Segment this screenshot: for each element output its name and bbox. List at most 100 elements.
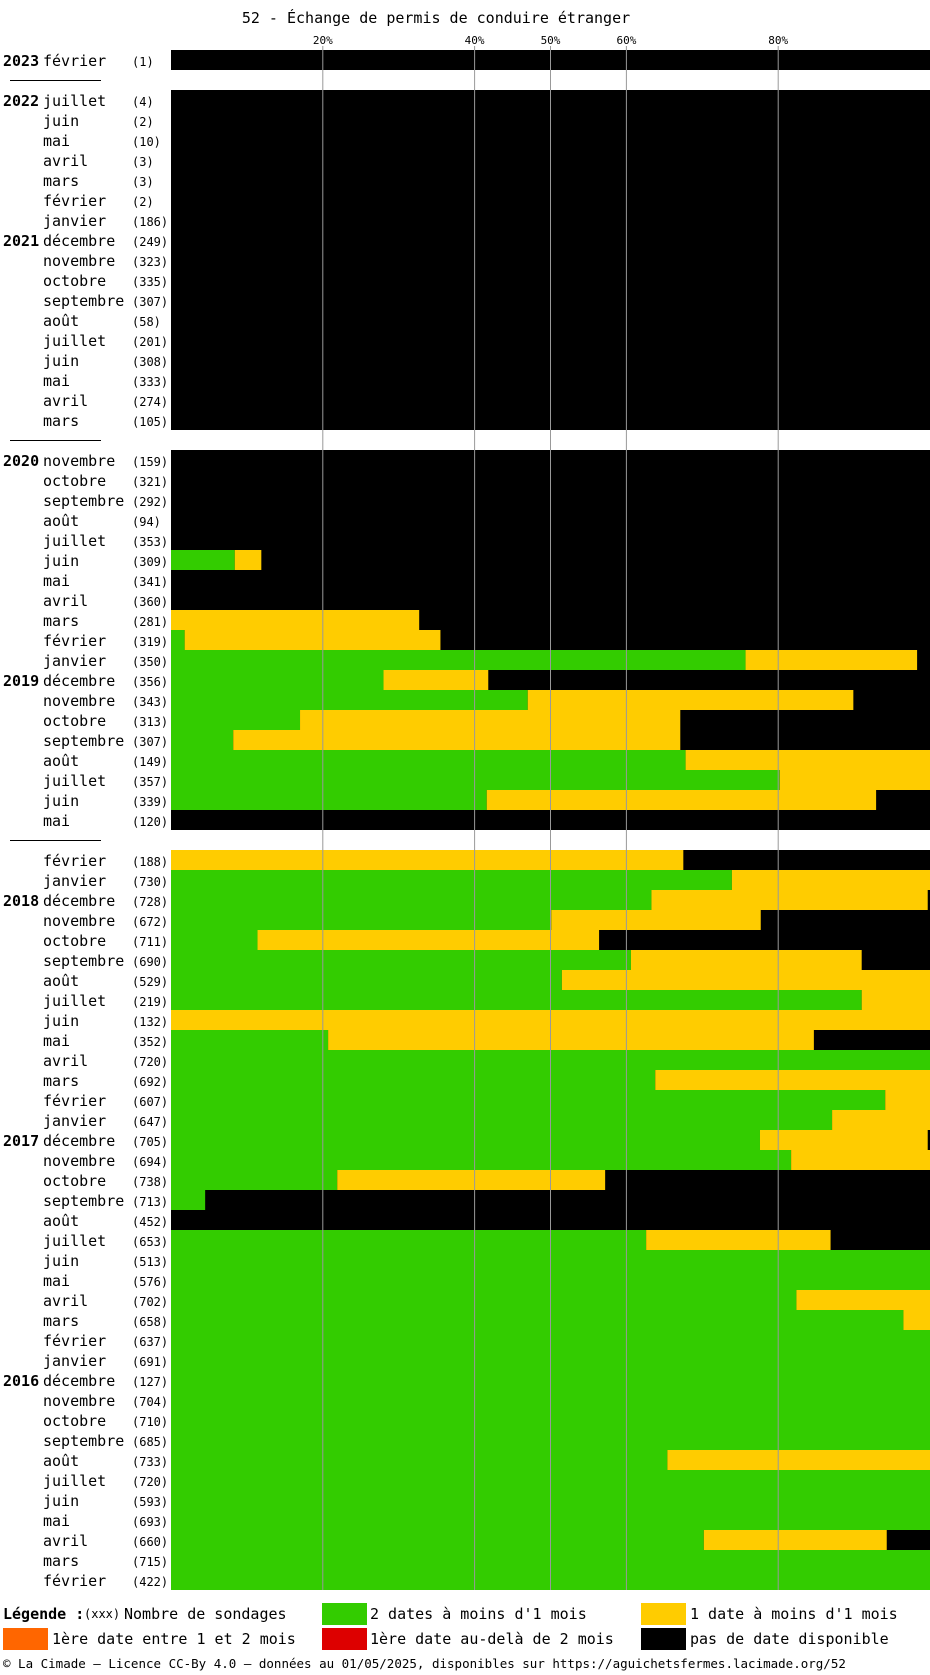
row-month-label: février [43, 1092, 106, 1110]
row-count-label: (313) [132, 715, 168, 729]
row-count-label: (308) [132, 355, 168, 369]
bar-yellow [903, 1310, 930, 1330]
row-month-label: mai [43, 1032, 70, 1050]
row-month-label: juillet [43, 772, 106, 790]
bar-yellow [861, 990, 930, 1010]
row-month-label: décembre [43, 672, 115, 690]
bar-green [171, 550, 235, 570]
row-month-label: octobre [43, 712, 106, 730]
row-month-label: avril [43, 1532, 88, 1550]
row-count-label: (341) [132, 575, 168, 589]
row-count-label: (149) [132, 755, 168, 769]
row-month-label: novembre [43, 452, 115, 470]
row-month-label: février [43, 192, 106, 210]
bar-yellow [328, 1030, 814, 1050]
bar-yellow [184, 630, 441, 650]
x-tick-label: 80% [768, 34, 788, 47]
row-count-label: (352) [132, 1035, 168, 1049]
row-count-label: (3) [132, 175, 154, 189]
row-year-label: 2016 [3, 1372, 39, 1390]
bar-green [171, 1230, 647, 1250]
bar-green [171, 930, 258, 950]
bar-yellow [300, 710, 681, 730]
row-count-label: (607) [132, 1095, 168, 1109]
row-year-label: 2018 [3, 892, 39, 910]
row-month-label: juin [43, 1252, 79, 1270]
row-month-label: juin [43, 1492, 79, 1510]
row-month-label: avril [43, 392, 88, 410]
legend-label-red: 1ère date au-delà de 2 mois [370, 1630, 614, 1648]
footer-credit: © La Cimade — Licence CC-By 4.0 — donnée… [3, 1656, 846, 1671]
row-month-label: mars [43, 1552, 79, 1570]
row-count-label: (3) [132, 155, 154, 169]
bar-yellow [703, 1530, 887, 1550]
bar-yellow [234, 550, 262, 570]
row-count-label: (702) [132, 1295, 168, 1309]
row-count-label: (720) [132, 1055, 168, 1069]
row-count-label: (715) [132, 1555, 168, 1569]
bar-yellow [630, 950, 862, 970]
row-count-label: (693) [132, 1515, 168, 1529]
row-month-label: mars [43, 1312, 79, 1330]
bar-green [171, 650, 746, 670]
row-count-label: (335) [132, 275, 168, 289]
row-month-label: mai [43, 572, 70, 590]
row-month-label: octobre [43, 272, 106, 290]
row-count-label: (307) [132, 295, 168, 309]
x-tick-label: 40% [465, 34, 485, 47]
bar-yellow [885, 1090, 930, 1110]
bar-yellow [233, 730, 681, 750]
x-tick-label: 20% [313, 34, 333, 47]
bar-yellow [383, 670, 489, 690]
bar-green [171, 670, 384, 690]
row-count-label: (529) [132, 975, 168, 989]
legend: Légende : (xxx) Nombre de sondages 2 dat… [0, 1602, 930, 1654]
row-count-label: (333) [132, 375, 168, 389]
row-month-label: août [43, 1212, 79, 1230]
bar-green [171, 690, 528, 710]
row-year-label: 2019 [3, 672, 39, 690]
row-month-label: mai [43, 132, 70, 150]
row-month-label: septembre [43, 952, 124, 970]
bar-green [171, 1150, 792, 1170]
row-count-label: (738) [132, 1175, 168, 1189]
row-month-label: janvier [43, 872, 106, 890]
bar-green [171, 1070, 656, 1090]
row-count-label: (690) [132, 955, 168, 969]
bar-yellow [646, 1230, 831, 1250]
bar-green [171, 910, 552, 930]
row-count-label: (691) [132, 1355, 168, 1369]
row-count-label: (292) [132, 495, 168, 509]
row-year-label: 2021 [3, 232, 39, 250]
bar-green [171, 1030, 329, 1050]
legend-label-yellow: 1 date à moins d'1 mois [690, 1605, 898, 1623]
row-month-label: mars [43, 412, 79, 430]
bar-yellow [779, 770, 930, 790]
row-month-label: septembre [43, 292, 124, 310]
row-month-label: mars [43, 612, 79, 630]
row-month-label: mars [43, 172, 79, 190]
bar-green [171, 710, 301, 730]
bar-yellow [651, 890, 928, 910]
row-count-label: (105) [132, 415, 168, 429]
row-count-label: (730) [132, 875, 168, 889]
row-count-label: (422) [132, 1575, 168, 1589]
row-month-label: février [43, 852, 106, 870]
bar-yellow [685, 750, 930, 770]
row-month-label: septembre [43, 1192, 124, 1210]
row-count-label: (309) [132, 555, 168, 569]
row-count-label: (576) [132, 1275, 168, 1289]
bar-green [171, 630, 185, 650]
row-count-label: (710) [132, 1415, 168, 1429]
row-month-label: mars [43, 1072, 79, 1090]
bar-yellow [486, 790, 877, 810]
bar-yellow [667, 1450, 930, 1470]
legend-swatch-red [322, 1628, 367, 1650]
row-month-label: juillet [43, 332, 106, 350]
row-count-label: (356) [132, 675, 168, 689]
bar-green [171, 1290, 797, 1310]
row-count-label: (319) [132, 635, 168, 649]
bar-green [171, 1090, 886, 1110]
bar-green [171, 990, 862, 1010]
row-count-label: (120) [132, 815, 168, 829]
